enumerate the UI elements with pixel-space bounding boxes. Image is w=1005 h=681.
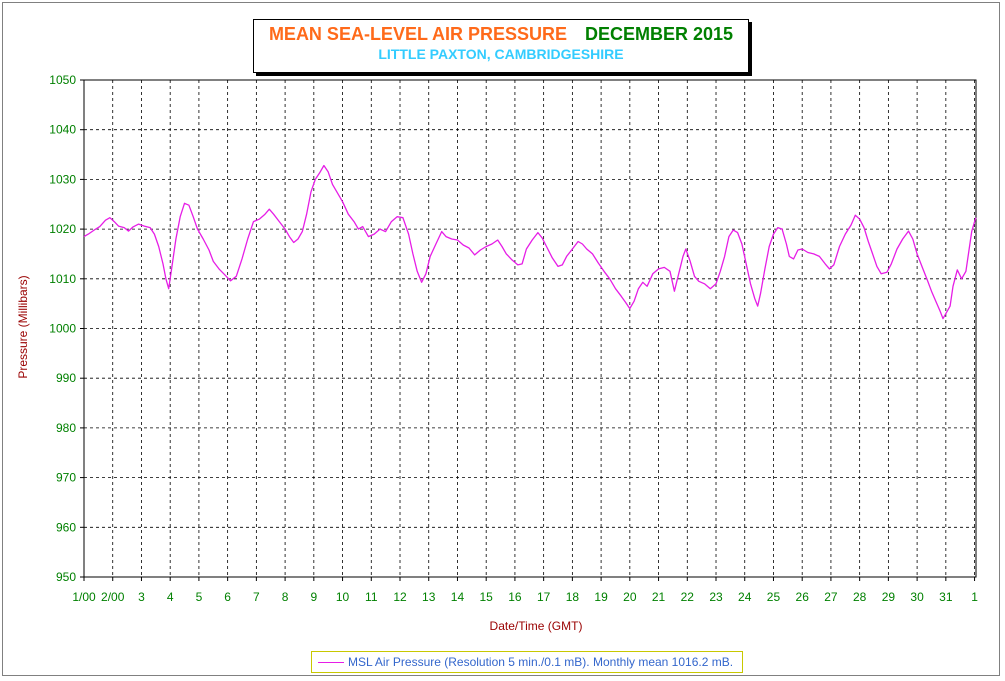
series-line [83,164,977,320]
y-tick-label: 1040 [49,123,76,137]
x-axis-label: Date/Time (GMT) [490,619,583,633]
y-tick-label: 1010 [49,272,76,286]
y-axis-label: Pressure (Millibars) [16,275,30,378]
x-tick-label: 14 [451,590,465,604]
x-tick-label: 24 [738,590,752,604]
series-layer [83,164,977,320]
x-tick-label: 19 [594,590,608,604]
x-tick-label: 4 [167,590,174,604]
y-tick-label: 1020 [49,222,76,236]
ticks: 1050104010301020101010009909809709609501… [49,73,978,604]
x-tick-label: 18 [566,590,580,604]
x-tick-label: 1/00 [72,590,96,604]
x-tick-label: 1 [971,590,978,604]
x-tick-label: 3 [138,590,145,604]
chart-title: MEAN SEA-LEVEL AIR PRESSURE [268,24,567,44]
legend-text: MSL Air Pressure (Resolution 5 min./0.1 … [348,655,734,669]
x-tick-label: 20 [623,590,637,604]
y-tick-label: 960 [56,520,76,534]
x-tick-label: 9 [310,590,317,604]
x-tick-label: 30 [910,590,924,604]
x-tick-label: 28 [853,590,867,604]
x-tick-label: 13 [422,590,436,604]
y-tick-label: 1050 [49,73,76,87]
y-tick-label: 980 [56,421,76,435]
x-tick-label: 25 [767,590,781,604]
x-tick-label: 2/00 [101,590,125,604]
x-tick-label: 6 [224,590,231,604]
y-tick-label: 970 [56,471,76,485]
x-tick-label: 7 [253,590,260,604]
x-tick-label: 12 [393,590,407,604]
chart-subtitle: LITTLE PAXTON, CAMBRIDGESHIRE [378,46,624,62]
legend-swatch [318,662,344,663]
y-tick-label: 1000 [49,322,76,336]
title-box: MEAN SEA-LEVEL AIR PRESSURE DECEMBER 2015… [253,19,749,73]
x-tick-label: 16 [508,590,522,604]
y-tick-label: 990 [56,371,76,385]
x-tick-label: 17 [537,590,551,604]
x-tick-label: 10 [336,590,350,604]
x-tick-label: 31 [939,590,953,604]
x-tick-label: 11 [365,590,378,604]
chart-title-period: DECEMBER 2015 [584,24,734,44]
x-tick-label: 29 [882,590,896,604]
legend: MSL Air Pressure (Resolution 5 min./0.1 … [311,651,743,673]
x-tick-label: 22 [681,590,695,604]
y-tick-label: 950 [56,570,76,584]
x-tick-label: 8 [282,590,289,604]
x-tick-label: 27 [824,590,838,604]
x-tick-label: 21 [652,590,666,604]
x-tick-label: 23 [709,590,723,604]
x-tick-label: 15 [480,590,494,604]
x-tick-label: 26 [796,590,810,604]
x-tick-label: 5 [196,590,203,604]
title-line: MEAN SEA-LEVEL AIR PRESSURE DECEMBER 2015 [254,24,748,45]
grid [84,80,976,577]
y-tick-label: 1030 [49,172,76,186]
